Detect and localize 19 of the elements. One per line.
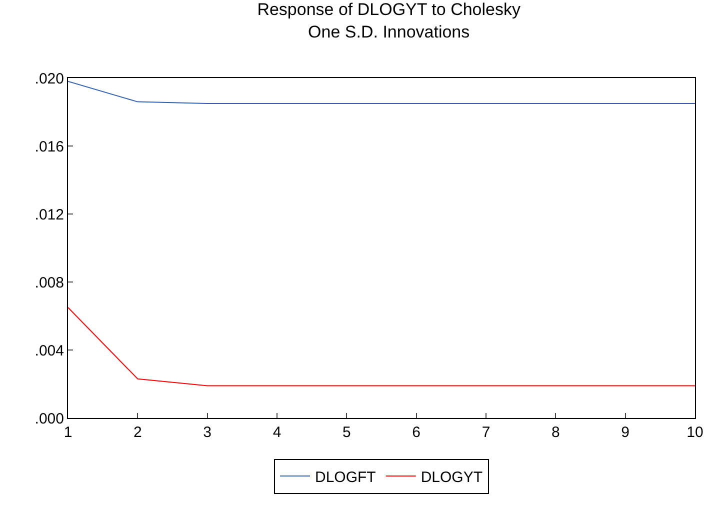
y-tick-label: .012 (34, 206, 64, 224)
y-tick-label: .000 (34, 410, 64, 428)
y-tick-label: .020 (34, 70, 64, 88)
x-tick-label: 6 (412, 424, 420, 441)
x-tick-label: 2 (134, 424, 142, 441)
legend-label: DLOGYT (420, 468, 483, 486)
x-tick-label: 4 (272, 424, 282, 441)
x-tick-label: 10 (686, 424, 704, 441)
x-tick-label: 1 (64, 424, 72, 441)
x-tick-label: 8 (552, 424, 560, 441)
x-tick-label: 3 (203, 424, 212, 441)
legend-label: DLOGFT (315, 468, 376, 486)
y-tick-label: .016 (34, 138, 64, 156)
y-tick-label: .004 (34, 342, 64, 360)
x-tick-label: 5 (342, 424, 351, 441)
x-tick-label: 9 (621, 424, 630, 441)
x-tick-label: 7 (482, 424, 490, 441)
y-tick-label: .008 (34, 274, 64, 292)
chart-title: Response of DLOGYT to Cholesky One S.D. Innovations (257, 0, 522, 42)
